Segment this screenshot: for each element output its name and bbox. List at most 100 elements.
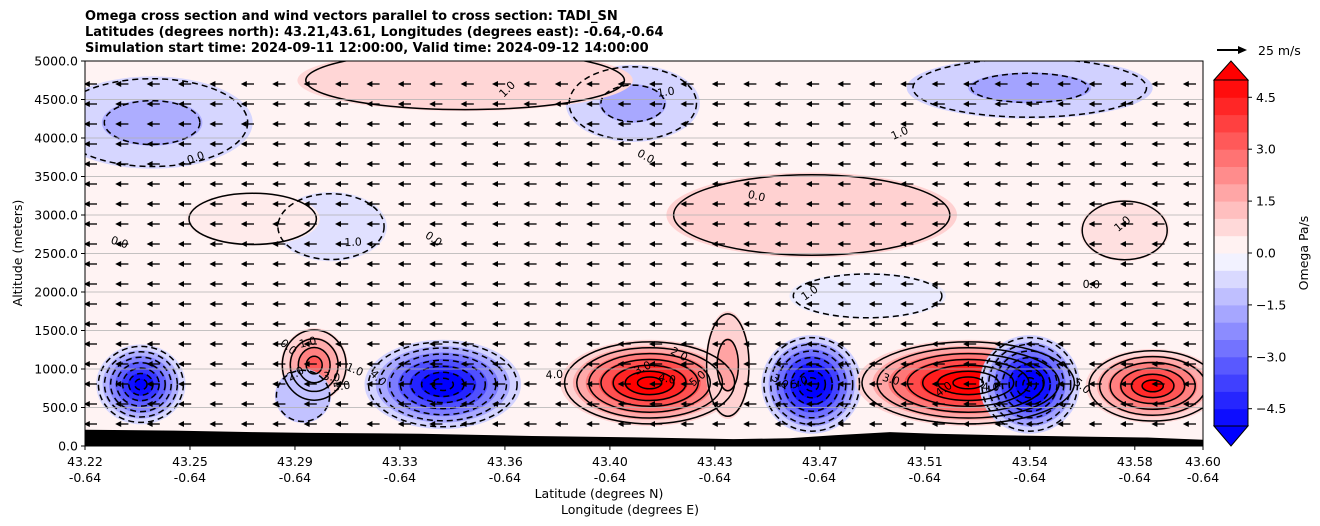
wind-vector-head (146, 321, 153, 327)
wind-vector-head (994, 101, 1001, 107)
wind-vector-head (209, 281, 216, 287)
wind-vector-head (366, 301, 373, 307)
wind-vector-head (397, 181, 404, 187)
wind-vector-head (492, 201, 498, 207)
wind-vector-head (272, 281, 279, 287)
wind-vector-head (963, 341, 969, 347)
chart-title-line-3: Simulation start time: 2024-09-11 12:00:… (85, 41, 649, 56)
wind-vector-head (617, 141, 624, 147)
x-tick-lat: 43.33 (382, 454, 418, 469)
wind-vector-head (680, 361, 687, 367)
wind-vector-head (240, 121, 247, 127)
wind-vector-head (586, 381, 593, 387)
wind-vector-head (492, 181, 498, 187)
wind-vector-head (1057, 361, 1064, 367)
wind-vector-head (209, 201, 216, 207)
wind-vector-head (837, 341, 844, 347)
wind-vector-head (837, 141, 844, 147)
wind-vector-head (1120, 381, 1126, 387)
wind-vector-head (1088, 221, 1095, 227)
wind-vector-head (837, 301, 844, 307)
wind-vector-head (994, 81, 1001, 87)
wind-vector-head (146, 421, 153, 427)
wind-vector-head (743, 241, 750, 247)
wind-vector-head (586, 361, 593, 367)
wind-vector-head (1151, 101, 1158, 107)
wind-vector-head (335, 401, 341, 407)
wind-vector-head (554, 361, 561, 367)
wind-vectors (85, 81, 1196, 427)
wind-vector-head (554, 421, 561, 427)
wind-vector-head (774, 241, 781, 247)
wind-vector-head (492, 121, 498, 127)
contour-line-1-2 (297, 346, 331, 384)
wind-vector-head (1182, 301, 1189, 307)
wind-vector-head (586, 301, 593, 307)
wind-vector-head (85, 321, 90, 327)
wind-vector-head (429, 241, 436, 247)
wind-vector-head (397, 381, 404, 387)
wind-vector-head (335, 361, 341, 367)
wind-vector-head (1088, 161, 1095, 167)
wind-vector-head (335, 221, 341, 227)
wind-vector-head (743, 181, 750, 187)
wind-vector-head (649, 281, 655, 287)
wind-vector-head (774, 281, 781, 287)
wind-vector-head (931, 421, 938, 427)
wind-vector-head (209, 181, 216, 187)
wind-vector-head (554, 81, 561, 87)
wind-vector-head (146, 161, 153, 167)
wind-vector-head (429, 401, 436, 407)
wind-vector-head (774, 341, 781, 347)
wind-vector-head (1120, 301, 1126, 307)
wind-vector-head (743, 281, 750, 287)
wind-vector-head (523, 181, 530, 187)
y-tick-label: 5000.0 (34, 54, 78, 69)
wind-vector-head (335, 421, 341, 427)
wind-vector-head (303, 261, 310, 267)
wind-vector-head (963, 201, 969, 207)
chart-title-line-2: Latitudes (degrees north): 43.21,43.61, … (85, 25, 664, 40)
wind-vector-head (240, 401, 247, 407)
contour-line-9-2 (1109, 361, 1196, 411)
wind-vector-head (397, 321, 404, 327)
wind-vector-head (774, 141, 781, 147)
wind-vector-head (146, 181, 153, 187)
wind-vector-head (617, 321, 624, 327)
wind-vector-head (366, 321, 373, 327)
contour-label: 3.0 (322, 370, 341, 385)
wind-vector-head (617, 201, 624, 207)
wind-vector-head (1151, 221, 1158, 227)
quiver-key: 25 m/s (1217, 43, 1301, 58)
wind-vector-head (240, 221, 247, 227)
wind-vector-head (1151, 181, 1158, 187)
wind-vector-head (85, 421, 90, 427)
wind-vector-head (85, 221, 90, 227)
wind-vector-head (115, 161, 122, 167)
wind-vector-head (994, 201, 1001, 207)
wind-vector-head (900, 401, 907, 407)
wind-vector-head (586, 201, 593, 207)
omega-cell-3-band-6 (431, 378, 454, 391)
wind-vector-head (492, 161, 498, 167)
wind-vector-head (1025, 321, 1032, 327)
wind-vector-head (303, 201, 310, 207)
wind-vector-head (617, 81, 624, 87)
wind-vector-head (900, 381, 907, 387)
wind-vector-head (963, 381, 969, 387)
wind-vector-head (994, 381, 1001, 387)
x-tick-lat: 43.58 (1117, 454, 1153, 469)
wind-vector-head (1151, 81, 1158, 87)
contour-line-11-0 (568, 66, 698, 141)
quiver-key-label: 25 m/s (1258, 43, 1301, 58)
x-axis-ticks: 43.22-0.6443.25-0.6443.29-0.6443.33-0.64… (67, 446, 1221, 485)
grid-lines (85, 99, 1203, 408)
contour-line-13-0 (305, 61, 626, 111)
wind-vector-head (806, 201, 812, 207)
chart-title-line-1: Omega cross section and wind vectors par… (85, 9, 618, 24)
wind-vector-head (963, 261, 969, 267)
wind-vector-head (178, 361, 184, 367)
wind-vector-head (963, 81, 969, 87)
wind-vector-head (774, 201, 781, 207)
wind-vector-head (963, 321, 969, 327)
